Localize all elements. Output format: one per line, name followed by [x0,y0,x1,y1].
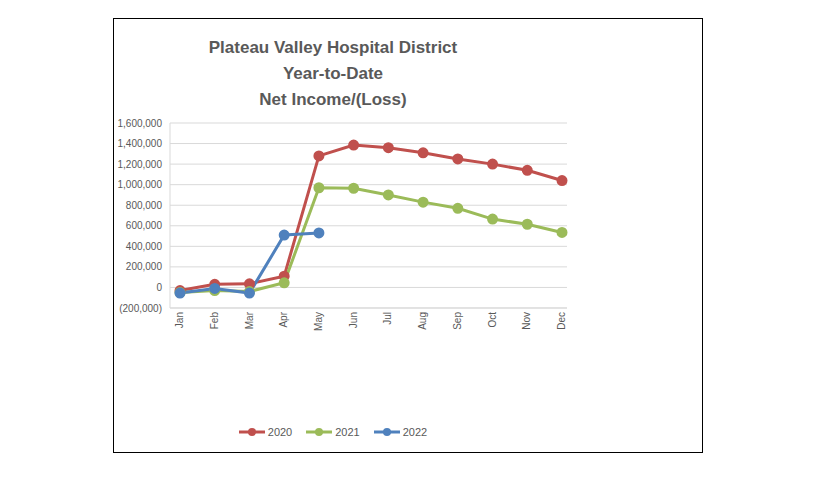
html-text:Net Income/(Loss): Net Income/(Loss) [259,90,407,109]
svg-text:1,200,000: 1,200,000 [118,159,163,170]
html-text:2022: 2022 [402,426,428,438]
svg-text:Mar: Mar [244,311,255,329]
svg-text:200,000: 200,000 [126,261,163,272]
svg-text:Jan: Jan [174,312,185,328]
svg-text:1,400,000: 1,400,000 [118,138,163,149]
svg-text:400,000: 400,000 [126,241,163,252]
svg-text:600,000: 600,000 [126,220,163,231]
svg-text:Apr: Apr [278,311,289,327]
svg-text:Nov: Nov [521,312,532,330]
svg-text:0: 0 [156,282,162,293]
html-text:Plateau Valley Hospital Distri: Plateau Valley Hospital District [208,38,458,57]
svg-text:Oct: Oct [487,312,498,328]
html-text:2020: 2020 [267,426,293,438]
svg-text:Sep: Sep [452,312,463,330]
svg-text:800,000: 800,000 [126,200,163,211]
svg-text:Aug: Aug [417,312,428,330]
svg-text:1,600,000: 1,600,000 [118,118,163,129]
svg-text:Jul: Jul [382,312,393,325]
svg-text:Jun: Jun [348,312,359,328]
svg-text:(200,000): (200,000) [119,303,162,314]
svg-text:May: May [313,312,324,331]
svg-text:Dec: Dec [556,312,567,330]
html-text:Year-to-Date: Year-to-Date [282,64,384,83]
svg-text:Feb: Feb [209,312,220,330]
svg-text:1,000,000: 1,000,000 [118,179,163,190]
html-text:2021: 2021 [335,426,360,438]
